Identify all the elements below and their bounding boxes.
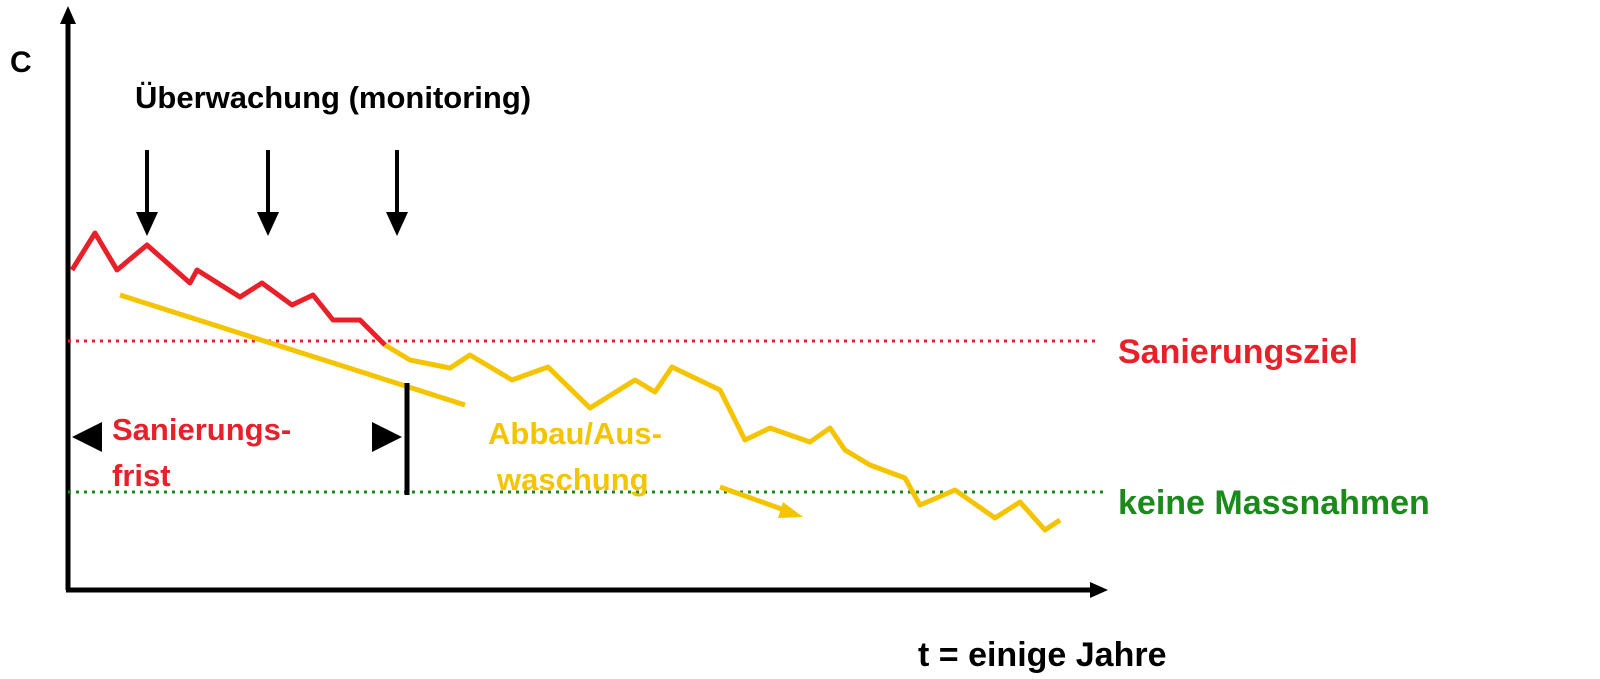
monitoring-label: Überwachung (monitoring)	[135, 80, 531, 115]
monitoring-arrows	[145, 150, 399, 215]
period-arrow-left	[72, 422, 102, 452]
monitored-curve	[69, 230, 387, 347]
y-axis-arrow	[60, 6, 76, 24]
period-label-2: frist	[112, 458, 171, 493]
x-axis-arrow	[1090, 582, 1108, 598]
decay-label-1: Abbau/Aus-	[488, 416, 662, 451]
trend-line	[119, 292, 466, 408]
x-axis-label: t = einige Jahre	[918, 636, 1167, 674]
no-action-label: keine Massnahmen	[1118, 484, 1430, 522]
target-label: Sanierungsziel	[1118, 333, 1358, 371]
period-arrow-right	[372, 422, 402, 452]
period-label-1: Sanierungs-	[112, 412, 291, 447]
decay-arrow	[719, 484, 791, 515]
decay-arrow-head	[778, 502, 803, 518]
decay-label-2: waschung	[496, 462, 649, 497]
decay-curve	[383, 342, 1062, 533]
y-axis-label: C	[10, 46, 32, 79]
monitoring-arrow-heads	[136, 212, 408, 236]
